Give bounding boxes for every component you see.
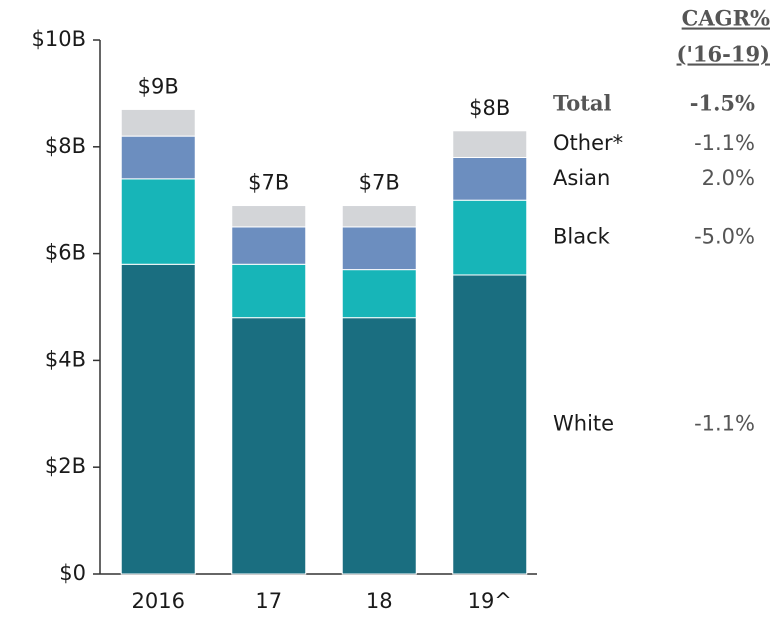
- cagr-value: -1.1%: [694, 131, 755, 155]
- cagr-value: -5.0%: [694, 225, 755, 249]
- x-tick-label: 19^: [468, 589, 512, 613]
- legend-label: Black: [553, 225, 611, 249]
- y-tick-label: $4B: [45, 347, 86, 371]
- bar-segment: [341, 226, 417, 271]
- bar-segment: [231, 317, 307, 575]
- bar-segment: [120, 263, 196, 575]
- total-label: $9B: [138, 74, 179, 98]
- total-cagr: -1.5%: [690, 91, 755, 116]
- bar-segment: [341, 317, 417, 575]
- bar-segment: [452, 274, 528, 575]
- legend-label: White: [553, 411, 614, 435]
- legend-label: Other*: [553, 131, 623, 155]
- y-tick-label: $2B: [45, 454, 86, 478]
- bar-segment: [120, 135, 196, 180]
- bar-segment: [452, 130, 528, 158]
- cagr-header: ('16-19): [677, 42, 770, 67]
- total-label: Total: [553, 91, 612, 116]
- total-label: $7B: [248, 171, 289, 195]
- legend-label: Asian: [553, 166, 610, 190]
- bar-segment: [341, 205, 417, 228]
- y-tick-label: $6B: [45, 241, 86, 265]
- bar-segment: [452, 199, 528, 276]
- y-tick-label: $0: [59, 561, 86, 585]
- cagr-value: 2.0%: [702, 166, 755, 190]
- bar-segment: [120, 178, 196, 265]
- bar-segment: [120, 108, 196, 137]
- y-tick-label: $8B: [45, 134, 86, 158]
- cagr-header: CAGR%: [682, 6, 770, 31]
- x-tick-label: 17: [255, 589, 282, 613]
- bar-segment: [231, 263, 307, 319]
- bar-segment: [452, 156, 528, 201]
- x-tick-label: 2016: [132, 589, 185, 613]
- total-label: $8B: [469, 96, 510, 120]
- bar-segment: [341, 269, 417, 319]
- x-tick-label: 18: [366, 589, 393, 613]
- bar-segment: [231, 226, 307, 265]
- y-tick-label: $10B: [32, 27, 87, 51]
- cagr-value: -1.1%: [694, 411, 755, 435]
- total-label: $7B: [359, 171, 400, 195]
- bar-segment: [231, 205, 307, 228]
